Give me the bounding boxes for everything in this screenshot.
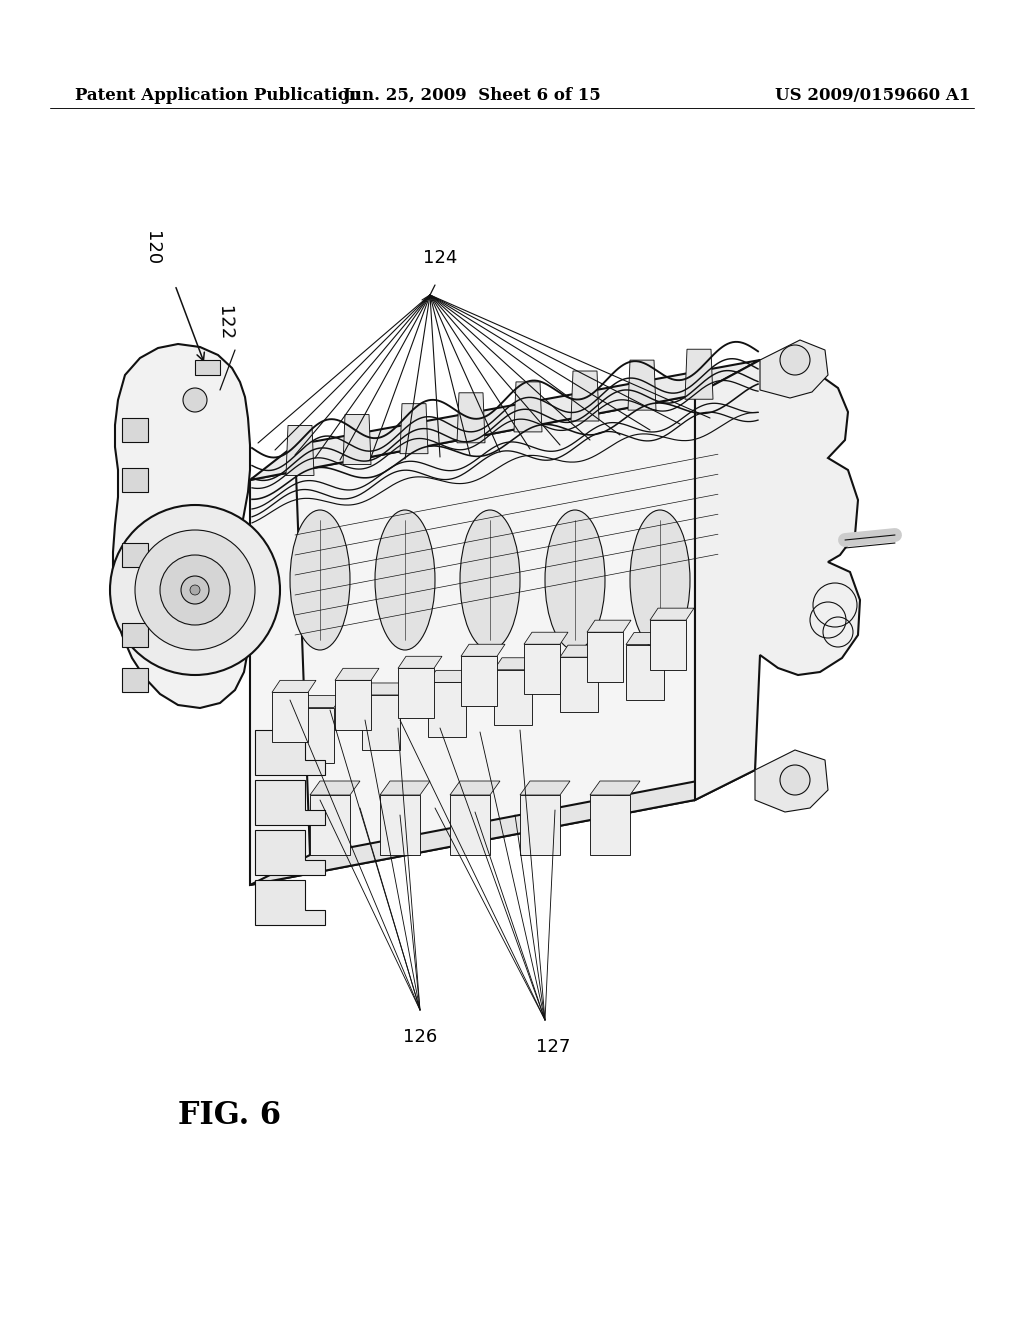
Circle shape	[780, 345, 810, 375]
Text: 127: 127	[536, 1038, 570, 1056]
Polygon shape	[122, 418, 148, 442]
Polygon shape	[520, 781, 570, 795]
Polygon shape	[255, 780, 325, 825]
Polygon shape	[685, 350, 713, 399]
Polygon shape	[195, 360, 220, 375]
Circle shape	[110, 506, 280, 675]
Polygon shape	[272, 693, 308, 742]
Polygon shape	[122, 543, 148, 568]
Text: 126: 126	[402, 1028, 437, 1045]
Polygon shape	[335, 668, 379, 680]
Polygon shape	[296, 696, 342, 708]
Polygon shape	[494, 657, 540, 669]
Ellipse shape	[630, 510, 690, 649]
Polygon shape	[113, 345, 250, 708]
Polygon shape	[695, 360, 860, 800]
Polygon shape	[514, 381, 542, 432]
Polygon shape	[461, 656, 497, 706]
Polygon shape	[626, 632, 672, 644]
Polygon shape	[461, 644, 505, 656]
Circle shape	[190, 585, 200, 595]
Polygon shape	[590, 781, 640, 795]
Polygon shape	[524, 644, 560, 694]
Text: 124: 124	[423, 249, 457, 267]
Polygon shape	[587, 632, 623, 682]
Polygon shape	[650, 609, 694, 620]
Polygon shape	[450, 795, 490, 855]
Polygon shape	[380, 795, 420, 855]
Polygon shape	[428, 671, 474, 682]
Polygon shape	[590, 795, 630, 855]
Polygon shape	[494, 669, 532, 725]
Circle shape	[160, 554, 230, 624]
Polygon shape	[362, 682, 408, 694]
Polygon shape	[520, 795, 560, 855]
Polygon shape	[272, 680, 316, 693]
Polygon shape	[250, 360, 760, 480]
Polygon shape	[255, 880, 325, 925]
Polygon shape	[398, 668, 434, 718]
Polygon shape	[650, 620, 686, 671]
Polygon shape	[250, 395, 695, 884]
Polygon shape	[450, 781, 500, 795]
Polygon shape	[587, 620, 631, 632]
Polygon shape	[362, 694, 400, 750]
Ellipse shape	[290, 510, 350, 649]
Polygon shape	[122, 623, 148, 647]
Polygon shape	[250, 770, 755, 884]
Circle shape	[780, 766, 810, 795]
Polygon shape	[628, 360, 656, 411]
Circle shape	[181, 576, 209, 605]
Polygon shape	[524, 632, 568, 644]
Polygon shape	[626, 644, 664, 700]
Ellipse shape	[545, 510, 605, 649]
Polygon shape	[457, 393, 485, 442]
Polygon shape	[400, 404, 428, 454]
Text: Jun. 25, 2009  Sheet 6 of 15: Jun. 25, 2009 Sheet 6 of 15	[343, 87, 601, 103]
Circle shape	[183, 388, 207, 412]
Text: 122: 122	[215, 305, 234, 341]
Polygon shape	[255, 830, 325, 875]
Polygon shape	[755, 750, 828, 812]
Text: Patent Application Publication: Patent Application Publication	[75, 87, 360, 103]
Polygon shape	[310, 781, 360, 795]
Polygon shape	[255, 730, 325, 775]
Polygon shape	[428, 682, 466, 738]
Polygon shape	[122, 469, 148, 492]
Polygon shape	[571, 371, 599, 421]
Polygon shape	[380, 781, 430, 795]
Text: US 2009/0159660 A1: US 2009/0159660 A1	[774, 87, 970, 103]
Polygon shape	[296, 708, 334, 763]
Ellipse shape	[375, 510, 435, 649]
Polygon shape	[343, 414, 371, 465]
Polygon shape	[310, 795, 350, 855]
Polygon shape	[760, 341, 828, 399]
Ellipse shape	[460, 510, 520, 649]
Polygon shape	[335, 680, 371, 730]
Polygon shape	[560, 657, 598, 713]
Polygon shape	[398, 656, 442, 668]
Text: FIG. 6: FIG. 6	[178, 1100, 282, 1130]
Text: 120: 120	[143, 231, 161, 265]
Polygon shape	[122, 668, 148, 692]
Circle shape	[135, 531, 255, 649]
Polygon shape	[286, 425, 314, 475]
Polygon shape	[560, 645, 606, 657]
